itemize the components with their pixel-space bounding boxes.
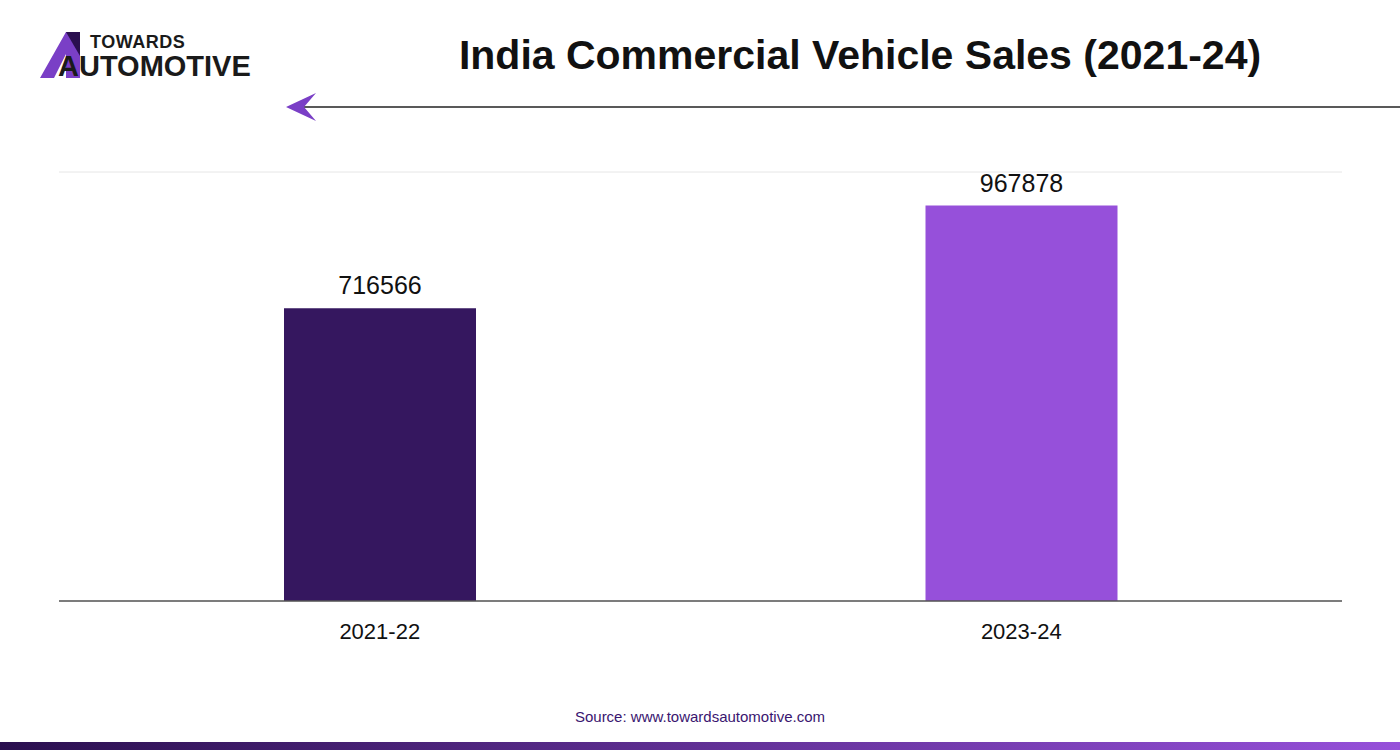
- html-text:TOWARDS: TOWARDS: [90, 32, 186, 52]
- html-text:Source: www.towardsautomotive.: Source: www.towardsautomotive.com: [574, 708, 825, 725]
- html-text:AUTOMOTIVE: AUTOMOTIVE: [58, 50, 251, 82]
- svg-text:2021-22: 2021-22: [339, 619, 420, 644]
- html-text:India Commercial Vehicle Sales: India Commercial Vehicle Sales (2021-24): [458, 32, 1262, 78]
- svg-text:716566: 716566: [338, 271, 421, 299]
- svg-text:2023-24: 2023-24: [981, 619, 1062, 644]
- svg-text:967878: 967878: [980, 169, 1063, 197]
